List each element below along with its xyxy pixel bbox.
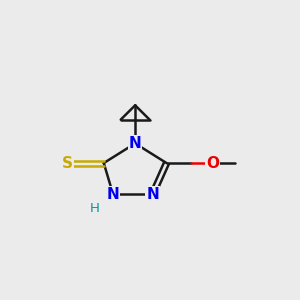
Text: N: N (107, 187, 119, 202)
Text: N: N (129, 136, 142, 151)
Text: S: S (62, 155, 73, 170)
Text: O: O (206, 155, 219, 170)
Text: N: N (146, 187, 159, 202)
Text: H: H (90, 202, 100, 215)
